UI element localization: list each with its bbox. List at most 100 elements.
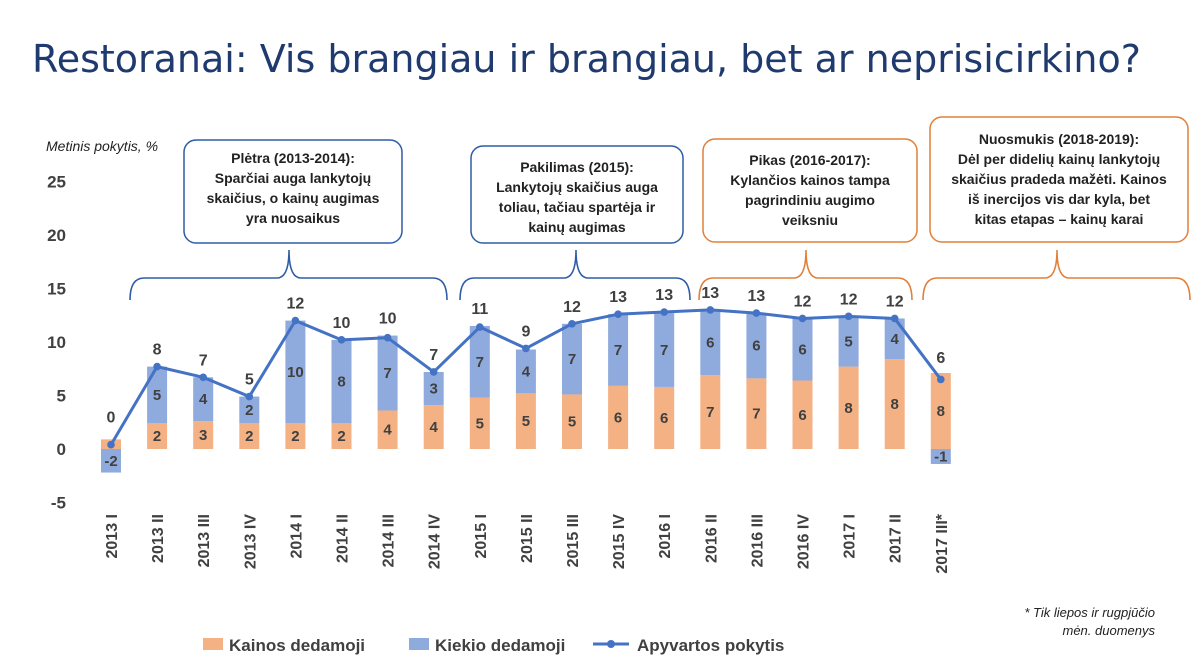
footnote-text: mėn. duomenys <box>1063 623 1156 638</box>
quantity-bar <box>930 449 951 464</box>
price-bar <box>423 405 444 449</box>
price-bar <box>930 373 951 449</box>
price-data-label: 8 <box>891 396 899 413</box>
quantity-bar <box>469 325 490 398</box>
price-data-label: 6 <box>614 409 622 426</box>
price-bar <box>884 359 905 449</box>
callout-text: skaičius, o kainų augimas <box>207 190 380 206</box>
price-data-label: 4 <box>430 419 439 436</box>
chart-title: Restoranai: Vis brangiau ir brangiau, be… <box>32 37 1141 81</box>
turnover-point <box>245 392 254 401</box>
turnover-point <box>199 373 207 382</box>
quantity-data-label: 7 <box>383 365 391 382</box>
price-bar <box>147 423 168 449</box>
turnover-data-label: 12 <box>886 293 904 310</box>
callout-text: kainų augimas <box>528 219 625 235</box>
turnover-point <box>568 320 576 328</box>
price-bar <box>700 375 721 449</box>
x-tick-label: 2016 IV <box>796 514 813 569</box>
y-tick-label: 25 <box>47 173 66 192</box>
callout-text: yra nuosaikus <box>246 210 340 226</box>
turnover-data-label: 13 <box>701 285 719 302</box>
callout-text: Pikas (2016-2017): <box>749 152 870 168</box>
quantity-data-label: 5 <box>153 387 161 404</box>
x-tick-label: 2016 I <box>657 514 674 558</box>
x-tick-label: 2016 III <box>749 514 766 567</box>
quantity-bar <box>884 318 905 360</box>
y-tick-label: 0 <box>57 440 66 459</box>
quantity-bar <box>792 318 813 381</box>
turnover-data-label: 5 <box>245 372 254 389</box>
callout-text: pagrindiniu augimo <box>745 192 875 208</box>
turnover-data-label: 10 <box>333 315 351 332</box>
callout-text: Lankytojų skaičius auga <box>496 179 658 195</box>
quantity-data-label: 7 <box>660 342 668 359</box>
price-data-label: 5 <box>476 415 484 432</box>
price-data-label: 5 <box>522 413 530 430</box>
price-data-label: 7 <box>752 406 760 423</box>
y-tick-label: 5 <box>57 387 66 406</box>
turnover-data-label: 12 <box>563 299 581 316</box>
turnover-data-label: 12 <box>794 293 812 310</box>
quantity-bar <box>608 314 629 386</box>
turnover-data-label: 13 <box>655 287 673 304</box>
turnover-data-label: 10 <box>379 311 397 328</box>
callout-frame <box>470 145 684 244</box>
turnover-data-label: 12 <box>840 291 858 308</box>
price-data-label: 2 <box>291 428 299 445</box>
x-tick-label: 2015 II <box>519 514 536 563</box>
quantity-data-label: 4 <box>891 331 900 348</box>
price-bar <box>285 423 306 449</box>
quantity-data-label: 8 <box>337 374 345 391</box>
price-data-label: 8 <box>937 403 945 420</box>
price-bar <box>469 397 490 449</box>
turnover-point <box>890 314 899 323</box>
quantity-data-label: 7 <box>568 351 576 368</box>
turnover-data-label: 8 <box>153 342 162 359</box>
legend-price-label: Kainos dedamoji <box>229 636 365 655</box>
x-tick-label: 2017 II <box>888 514 905 563</box>
callout-text: Dėl per didelių kainų lankytojų <box>958 151 1160 167</box>
price-data-label: 5 <box>568 414 576 431</box>
quantity-bar <box>838 316 859 367</box>
callout-brace <box>459 249 691 301</box>
turnover-data-label: 9 <box>521 323 530 340</box>
legend-price-swatch <box>203 638 223 650</box>
x-tick-label: 2014 II <box>335 514 352 563</box>
callout-box: Pakilimas (2015): Lankytojų skaičius auga… <box>459 145 691 301</box>
price-data-label: 4 <box>383 422 392 439</box>
callout-box: Pikas (2016-2017): Kylančios kainos tampa… <box>698 138 918 301</box>
x-tick-label: 2014 III <box>381 514 398 567</box>
turnover-point <box>383 333 392 342</box>
y-tick-label: 20 <box>47 226 66 245</box>
quantity-bar <box>377 335 398 411</box>
turnover-point <box>844 312 853 321</box>
quantity-bar <box>746 313 767 379</box>
y-tick-label: 10 <box>47 333 66 352</box>
quantity-data-label: 6 <box>752 338 760 355</box>
turnover-data-label: 0 <box>107 409 116 426</box>
price-data-label: 2 <box>153 428 161 445</box>
price-bar <box>654 386 675 449</box>
turnover-point <box>798 314 807 323</box>
x-tick-label: 2017 III* <box>934 513 951 573</box>
footnote-text: * Tik liepos ir rugpjūčio <box>1024 605 1155 620</box>
turnover-data-label: 13 <box>748 288 766 305</box>
turnover-point <box>706 306 715 314</box>
callout-text: Kylančios kainos tampa <box>730 172 890 188</box>
turnover-data-label: 6 <box>936 350 945 367</box>
price-data-label: 3 <box>199 427 207 444</box>
quantity-bar <box>193 377 214 422</box>
turnover-data-label: 13 <box>609 289 627 306</box>
x-tick-label: 2014 IV <box>427 514 444 569</box>
quantity-data-label: 5 <box>844 333 852 350</box>
turnover-point <box>614 310 622 318</box>
x-tick-label: 2016 II <box>703 514 720 563</box>
callout-brace <box>922 249 1191 301</box>
quantity-bar <box>700 309 721 376</box>
legend-turnover-marker <box>607 640 615 648</box>
turnover-data-label: 7 <box>199 352 208 369</box>
callout-frame <box>183 139 403 244</box>
price-bar <box>562 394 582 449</box>
price-bar <box>515 393 536 449</box>
